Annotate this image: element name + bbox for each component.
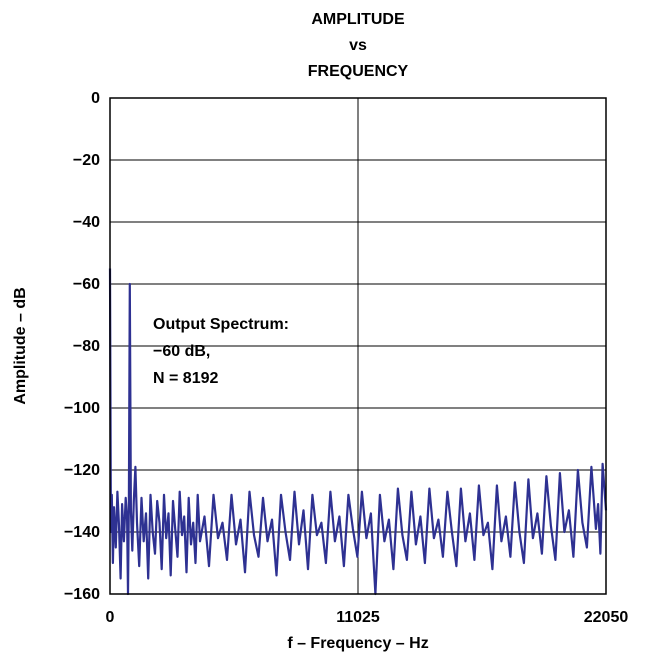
- title-line: FREQUENCY: [308, 63, 409, 80]
- x-axis-label: f – Frequency – Hz: [287, 635, 428, 652]
- x-tick-label: 0: [106, 609, 115, 626]
- title-line: AMPLITUDE: [311, 11, 405, 28]
- y-tick-label: −160: [64, 586, 100, 603]
- series-group: [108, 268, 608, 596]
- annotation-line: Output Spectrum:: [153, 316, 289, 333]
- y-tick-label: 0: [91, 90, 100, 107]
- y-tick-label: −20: [73, 152, 100, 169]
- y-tick-label: −40: [73, 214, 100, 231]
- title-line: vs: [349, 37, 367, 54]
- x-tick-labels: 0 11025 22050: [106, 609, 629, 626]
- y-tick-label: −60: [73, 276, 100, 293]
- x-tick-label: 11025: [336, 609, 380, 626]
- y-tick-label: −100: [64, 400, 100, 417]
- y-axis-label: Amplitude – dB: [12, 287, 29, 404]
- y-tick-label: −140: [64, 524, 100, 541]
- annotation-line: N = 8192: [153, 370, 218, 387]
- annotation: Output Spectrum: −60 dB, N = 8192: [153, 316, 289, 387]
- y-tick-label: −80: [73, 338, 100, 355]
- x-tick-label: 22050: [584, 609, 629, 626]
- chart-title: AMPLITUDE vs FREQUENCY: [308, 11, 409, 80]
- series-line: [108, 268, 608, 596]
- y-tick-label: −120: [64, 462, 100, 479]
- annotation-line: −60 dB,: [153, 343, 210, 360]
- y-tick-labels: 0 −20 −40 −60 −80 −100 −120 −140 −160: [64, 90, 100, 603]
- plot-frame: [109, 97, 607, 595]
